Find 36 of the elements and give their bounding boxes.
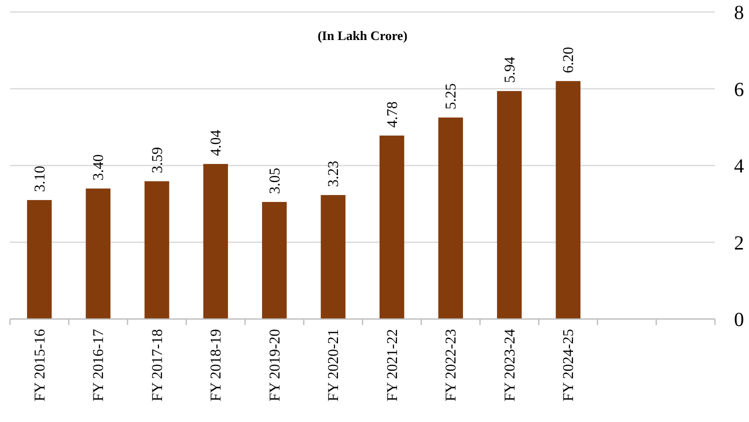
bar xyxy=(203,164,228,319)
x-tick-label: FY 2016-17 xyxy=(91,328,108,402)
data-label: 5.94 xyxy=(502,56,518,84)
text: (In Lakh Crore) xyxy=(318,28,408,43)
y-tick-label: 2 xyxy=(734,232,744,254)
x-tick-label: FY 2017-18 xyxy=(150,329,166,402)
data-label: 3.05 xyxy=(267,168,284,194)
bar xyxy=(556,81,580,319)
bar xyxy=(438,118,463,319)
x-tick-label: FY 2020-21 xyxy=(326,329,342,402)
x-tick-label: FY 2024-25 xyxy=(561,329,578,402)
data-label: 3.23 xyxy=(326,160,342,188)
y-tick-label: 8 xyxy=(734,2,744,24)
bar xyxy=(497,91,522,319)
data-label: 3.10 xyxy=(32,166,48,192)
data-label: 4.78 xyxy=(384,101,401,128)
x-tick-label: FY 2022-23 xyxy=(444,329,460,402)
x-tick-label: FY 2021-22 xyxy=(384,329,401,402)
bar xyxy=(27,200,52,319)
bar xyxy=(144,181,170,319)
x-tick-label: FY 2023-24 xyxy=(502,328,518,402)
data-label: 3.59 xyxy=(150,146,166,174)
y-tick-label: 6 xyxy=(734,78,744,101)
y-tick-label: 0 xyxy=(734,309,744,331)
x-tick-label: FY 2015-16 xyxy=(32,328,48,402)
data-label: 5.25 xyxy=(444,83,460,110)
y-tick-label: 4 xyxy=(734,156,744,178)
bar xyxy=(262,202,287,319)
bar xyxy=(380,136,404,319)
data-label: 4.04 xyxy=(208,129,225,156)
data-label: 3.40 xyxy=(91,154,108,181)
x-tick-label: FY 2019-20 xyxy=(267,329,284,402)
x-tick-label: FY 2018-19 xyxy=(208,329,225,402)
bar xyxy=(86,188,110,319)
bar xyxy=(320,195,346,319)
data-label: 6.20 xyxy=(561,46,578,74)
